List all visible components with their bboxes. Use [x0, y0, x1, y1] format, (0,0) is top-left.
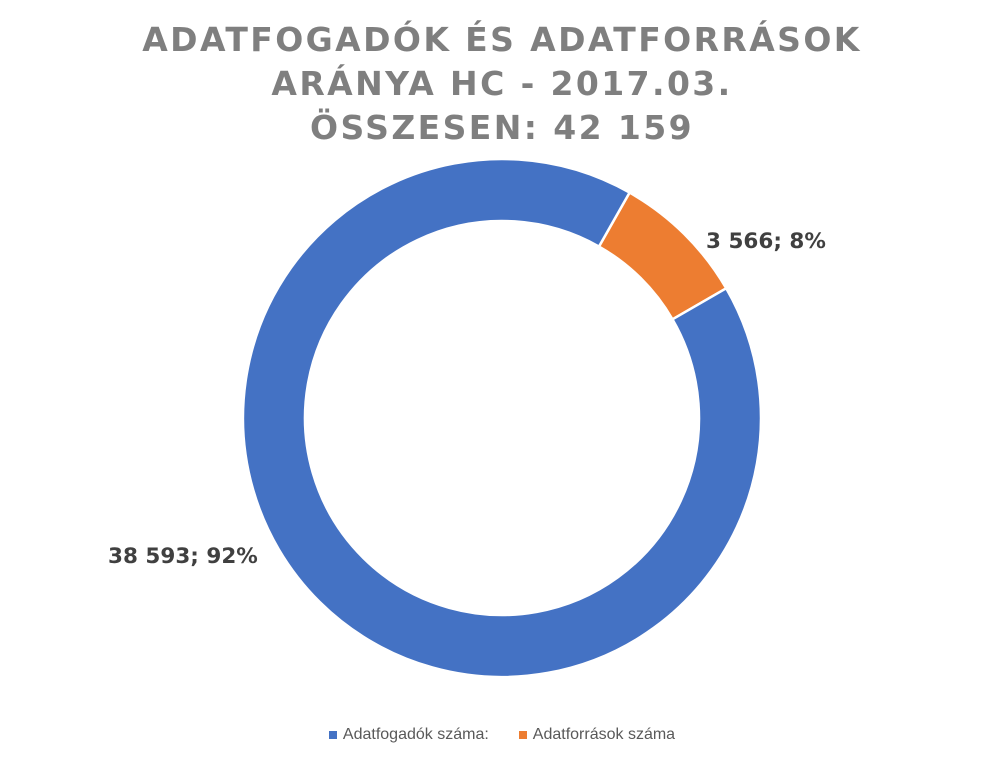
donut-slices — [241, 157, 763, 679]
chart-title-line-2: ARÁNYA HC - 2017.03. — [271, 64, 733, 103]
data-label-adatfogadok: 38 593; 92% — [108, 544, 258, 569]
legend-swatch-adatforrasok — [518, 731, 527, 739]
legend-item-adatfogadok: Adatfogadók száma: — [328, 726, 489, 744]
legend-item-adatforrasok: Adatforrások száma — [518, 726, 676, 744]
legend-label-adatfogadok: Adatfogadók száma: — [342, 726, 489, 743]
chart-title-line-3: ÖSSZESEN: 42 159 — [310, 108, 694, 147]
chart-title: ADATFOGADÓK ÉS ADATFORRÁSOK ARÁNYA HC - … — [0, 18, 1004, 150]
donut-slice-adatfogadok — [241, 157, 763, 679]
legend-swatch-adatfogadok — [328, 731, 337, 739]
legend-label-adatforrasok: Adatforrások száma — [532, 726, 676, 743]
chart-legend: Adatfogadók száma: Adatforrások száma — [0, 726, 1004, 744]
data-label-adatforrasok: 3 566; 8% — [706, 229, 826, 254]
chart-title-line-1: ADATFOGADÓK ÉS ADATFORRÁSOK — [142, 20, 862, 59]
